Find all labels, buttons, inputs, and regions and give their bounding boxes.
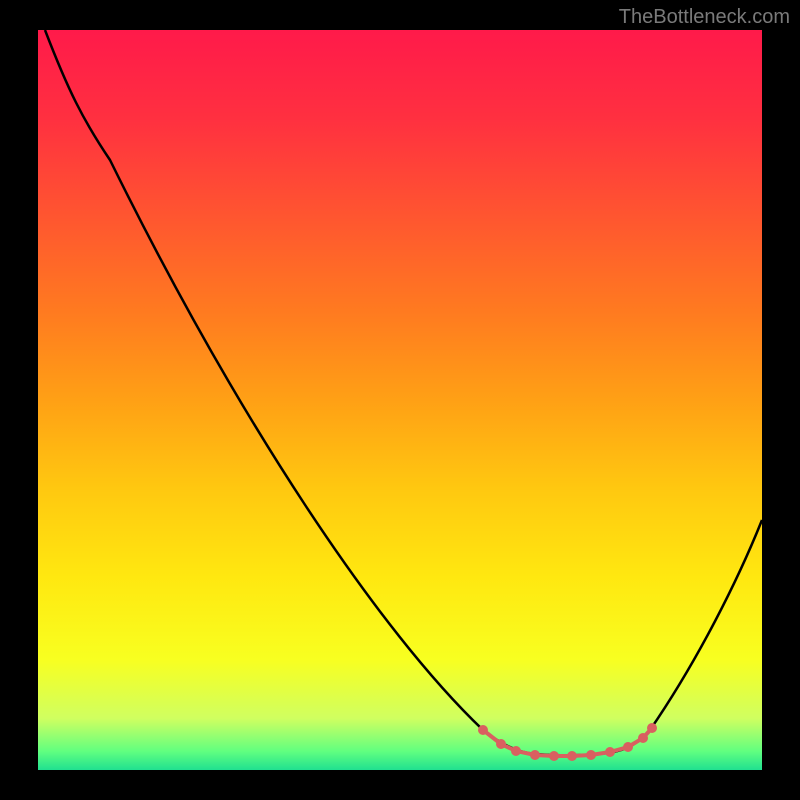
bottleneck-curve bbox=[38, 30, 762, 770]
marker-dot bbox=[623, 742, 633, 752]
curve-line bbox=[45, 30, 762, 755]
marker-dot bbox=[496, 739, 506, 749]
marker-dot bbox=[549, 751, 559, 761]
watermark-text: TheBottleneck.com bbox=[619, 6, 790, 29]
marker-dot bbox=[567, 751, 577, 761]
marker-dot bbox=[647, 723, 657, 733]
marker-dot bbox=[605, 747, 615, 757]
marker-dot bbox=[638, 733, 648, 743]
marker-dot bbox=[511, 746, 521, 756]
marker-dot bbox=[530, 750, 540, 760]
marker-points bbox=[478, 723, 657, 761]
marker-dot bbox=[586, 750, 596, 760]
plot-area bbox=[38, 30, 762, 770]
marker-dot bbox=[478, 725, 488, 735]
